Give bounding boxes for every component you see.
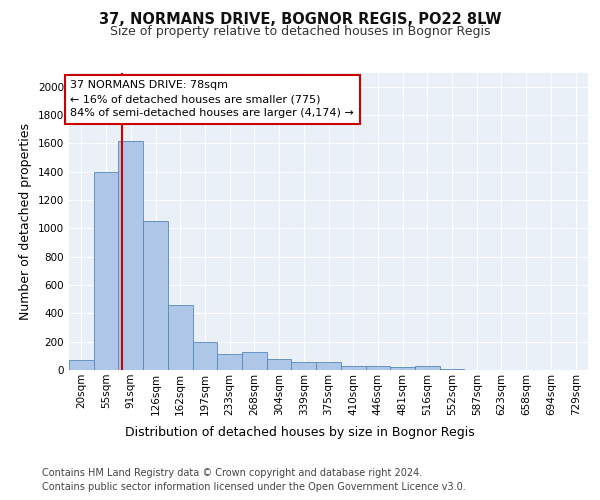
Bar <box>217 354 242 370</box>
Text: Contains HM Land Registry data © Crown copyright and database right 2024.
Contai: Contains HM Land Registry data © Crown c… <box>42 468 466 492</box>
Bar <box>365 366 390 370</box>
Bar <box>168 305 193 370</box>
Bar <box>94 172 118 370</box>
Bar <box>316 362 341 370</box>
Bar <box>193 342 217 370</box>
Y-axis label: Number of detached properties: Number of detached properties <box>19 122 32 320</box>
Text: Distribution of detached houses by size in Bognor Regis: Distribution of detached houses by size … <box>125 426 475 439</box>
Bar <box>415 366 440 370</box>
Bar <box>118 140 143 370</box>
Text: Size of property relative to detached houses in Bognor Regis: Size of property relative to detached ho… <box>110 25 490 38</box>
Bar <box>341 366 365 370</box>
Text: 37 NORMANS DRIVE: 78sqm
← 16% of detached houses are smaller (775)
84% of semi-d: 37 NORMANS DRIVE: 78sqm ← 16% of detache… <box>70 80 354 118</box>
Bar <box>267 358 292 370</box>
Bar <box>292 362 316 370</box>
Bar <box>69 360 94 370</box>
Bar <box>143 221 168 370</box>
Text: 37, NORMANS DRIVE, BOGNOR REGIS, PO22 8LW: 37, NORMANS DRIVE, BOGNOR REGIS, PO22 8L… <box>99 12 501 28</box>
Bar <box>390 367 415 370</box>
Bar <box>242 352 267 370</box>
